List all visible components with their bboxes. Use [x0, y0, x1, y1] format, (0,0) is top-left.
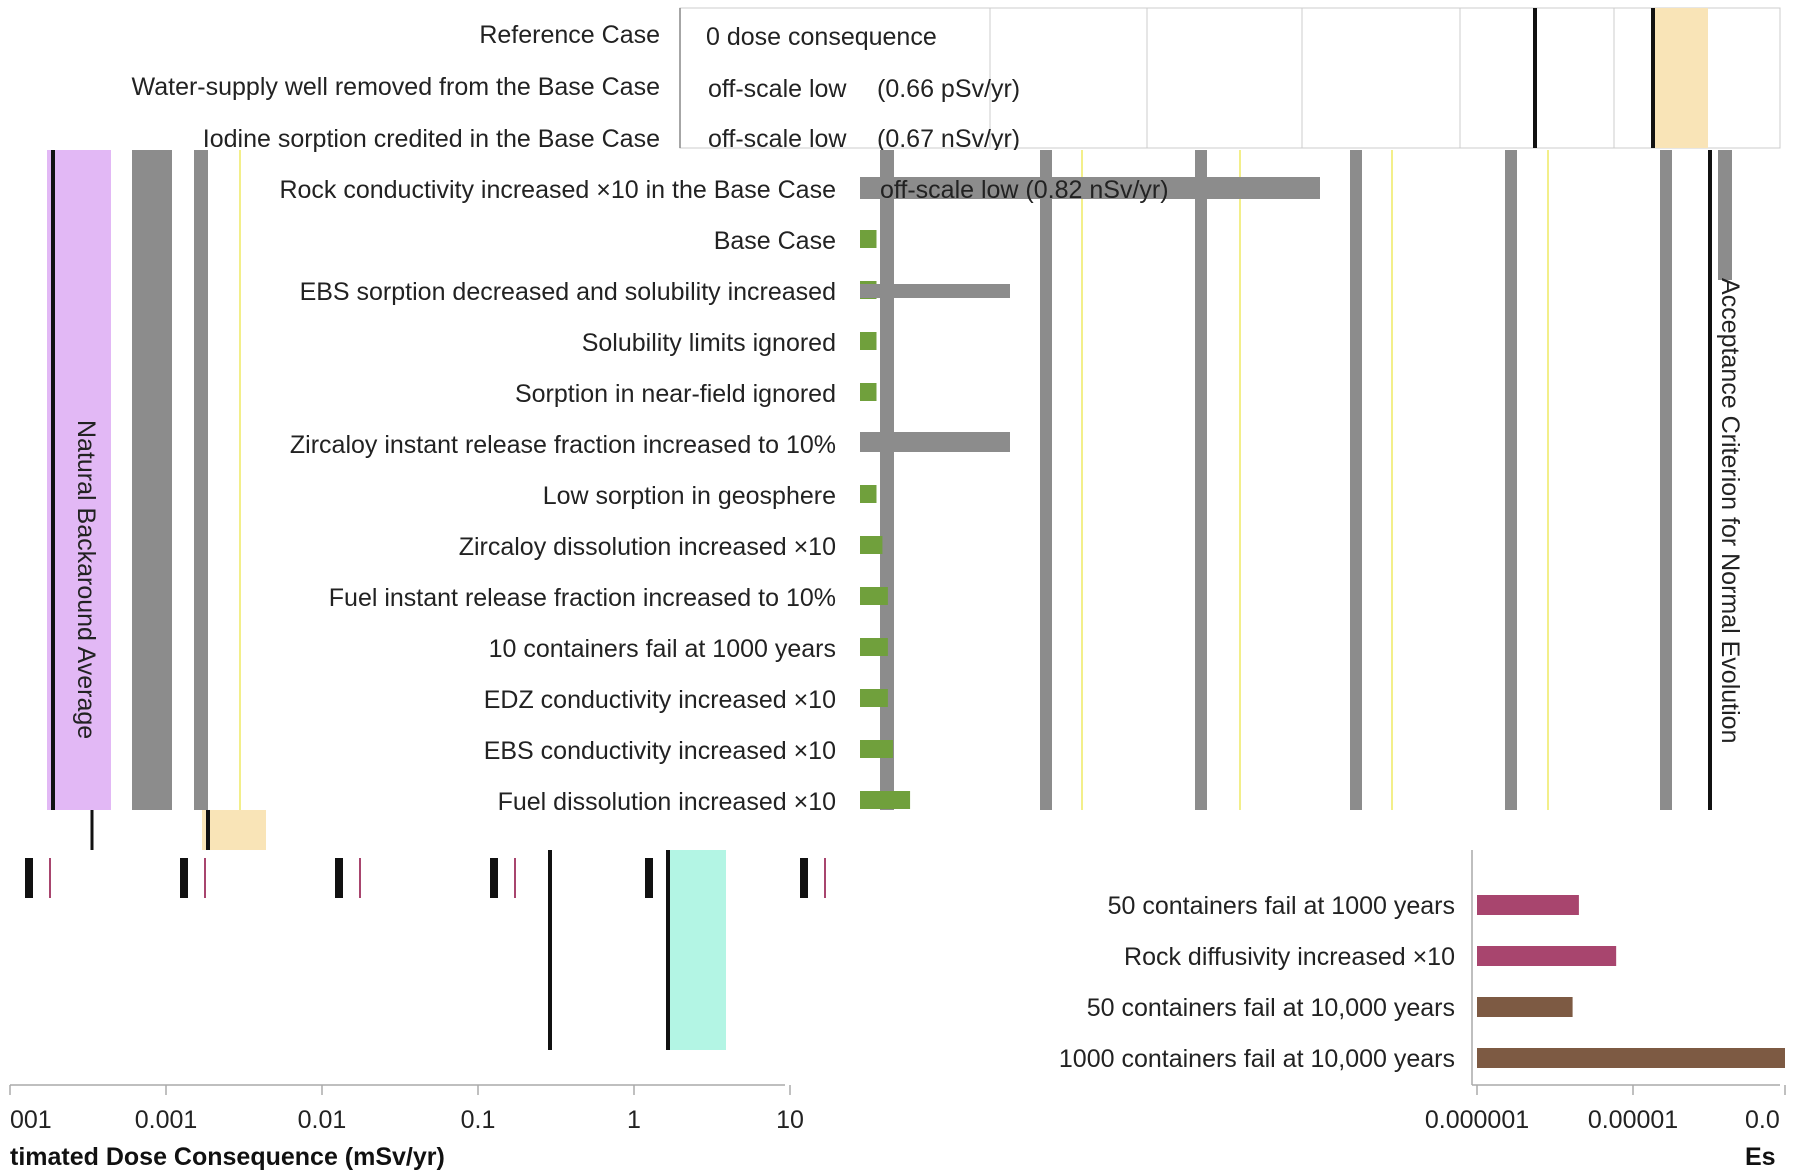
bar	[860, 383, 877, 401]
bar	[860, 587, 888, 605]
natural-background-band-lower	[668, 850, 726, 1050]
category-label: Fuel instant release fraction increased …	[329, 584, 836, 612]
bar	[860, 485, 877, 503]
natural-background-label: Natural Backaround Average	[72, 420, 100, 739]
acceptance-ghost-bar	[1718, 150, 1732, 280]
bar	[1477, 1048, 1785, 1068]
bar	[860, 230, 877, 248]
category-label: EBS conductivity increased ×10	[484, 737, 836, 765]
bar	[860, 638, 888, 656]
ghost-column	[1350, 150, 1362, 810]
category-label: Zircaloy instant release fraction increa…	[290, 431, 836, 459]
category-label: Iodine sorption credited in the Base Cas…	[203, 125, 660, 153]
ghost-bar-zircaloy-irf	[860, 432, 1010, 452]
x-tick-label: 0.01	[298, 1106, 347, 1134]
x-tick-label: 0.000001	[1425, 1106, 1529, 1134]
category-label: Sorption in near-field ignored	[515, 380, 836, 408]
acceptance-band-top	[1652, 8, 1708, 148]
lower-left-background	[0, 810, 1795, 1172]
annotation-value-2: (0.67 nSv/yr)	[877, 125, 1020, 153]
category-label: Solubility limits ignored	[582, 329, 836, 357]
annotation-off-scale-2: off-scale low	[708, 125, 847, 153]
bar	[860, 689, 888, 707]
x-tick-label: 0.1	[461, 1106, 496, 1134]
bar	[1477, 946, 1617, 966]
strip-marker	[335, 858, 343, 898]
annotation-zero-dose: 0 dose consequence	[706, 23, 937, 51]
category-label: EBS sorption decreased and solubility in…	[300, 278, 836, 306]
ghost-column	[1660, 150, 1672, 810]
category-label: Rock diffusivity increased ×10	[1124, 943, 1455, 971]
category-label: Low sorption in geosphere	[543, 482, 836, 510]
ghost-column-axis	[880, 150, 894, 810]
bar	[860, 740, 893, 758]
category-label: Rock conductivity increased ×10 in the B…	[279, 176, 836, 204]
strip-marker	[25, 858, 33, 898]
x-tick-label: 1	[627, 1106, 641, 1134]
strip-marker	[180, 858, 188, 898]
ghost-column	[1195, 150, 1207, 810]
bar	[1477, 997, 1573, 1017]
top-panel-frame	[679, 7, 1781, 149]
lower-x-axis-title: timated Dose Consequence (mSv/yr)	[10, 1143, 445, 1171]
ghost-bar-rock-conductivity	[860, 177, 1320, 199]
x-tick-label: 0.00001	[1588, 1106, 1678, 1134]
category-label: 50 containers fail at 1000 years	[1108, 892, 1455, 920]
category-label: 50 containers fail at 10,000 years	[1087, 994, 1455, 1022]
bar	[1477, 895, 1579, 915]
lower-right-panel: 50 containers fail at 1000 years Rock dif…	[1059, 850, 1786, 1171]
ghost-column-1	[132, 150, 172, 810]
lower-left-panel: 001 0.001 0.01 0.1 1 10 timated Dose Conseque…	[0, 810, 1795, 1172]
ghost-bar-ebs-sorption	[860, 284, 1010, 298]
x-tick-label: 0.001	[135, 1106, 198, 1134]
natural-background-band	[47, 150, 111, 810]
category-label: 1000 containers fail at 10,000 years	[1059, 1045, 1455, 1073]
acceptance-band-small	[202, 810, 266, 850]
category-label: Water-supply well removed from the Base …	[132, 73, 660, 101]
category-label: 10 containers fail at 1000 years	[489, 635, 836, 663]
bar	[860, 536, 883, 554]
top-panel: 0 dose consequence off-scale low (0.66 p…	[679, 7, 1781, 153]
annotation-off-scale-1: off-scale low	[708, 75, 847, 103]
category-label: Base Case	[714, 227, 836, 255]
category-label: Zircaloy dissolution increased ×10	[459, 533, 836, 561]
acceptance-criterion-label: Acceptance Criterion for Normal Evolutio…	[1716, 278, 1744, 743]
bar	[860, 332, 877, 350]
ghost-column	[1505, 150, 1517, 810]
category-label: EDZ conductivity increased ×10	[484, 686, 836, 714]
x-tick-label: 0.0	[1745, 1106, 1780, 1134]
main-panel: Natural Backaround Average Acceptance Cr…	[0, 21, 1795, 816]
strip-marker	[490, 858, 498, 898]
category-label: Reference Case	[479, 21, 660, 49]
x-tick-label: 10	[776, 1106, 804, 1134]
annotation-off-scale-3: off-scale low (0.82 nSv/yr)	[880, 176, 1169, 204]
ghost-column	[1040, 150, 1052, 810]
strip-marker	[645, 858, 653, 898]
x-tick-label: 001	[10, 1106, 52, 1134]
strip-marker	[800, 858, 808, 898]
right-x-axis-title: Es	[1745, 1143, 1776, 1171]
ghost-column-2	[194, 150, 208, 810]
annotation-value-1: (0.66 pSv/yr)	[877, 75, 1020, 103]
bar	[860, 791, 911, 809]
main-panel-background	[0, 150, 1795, 810]
